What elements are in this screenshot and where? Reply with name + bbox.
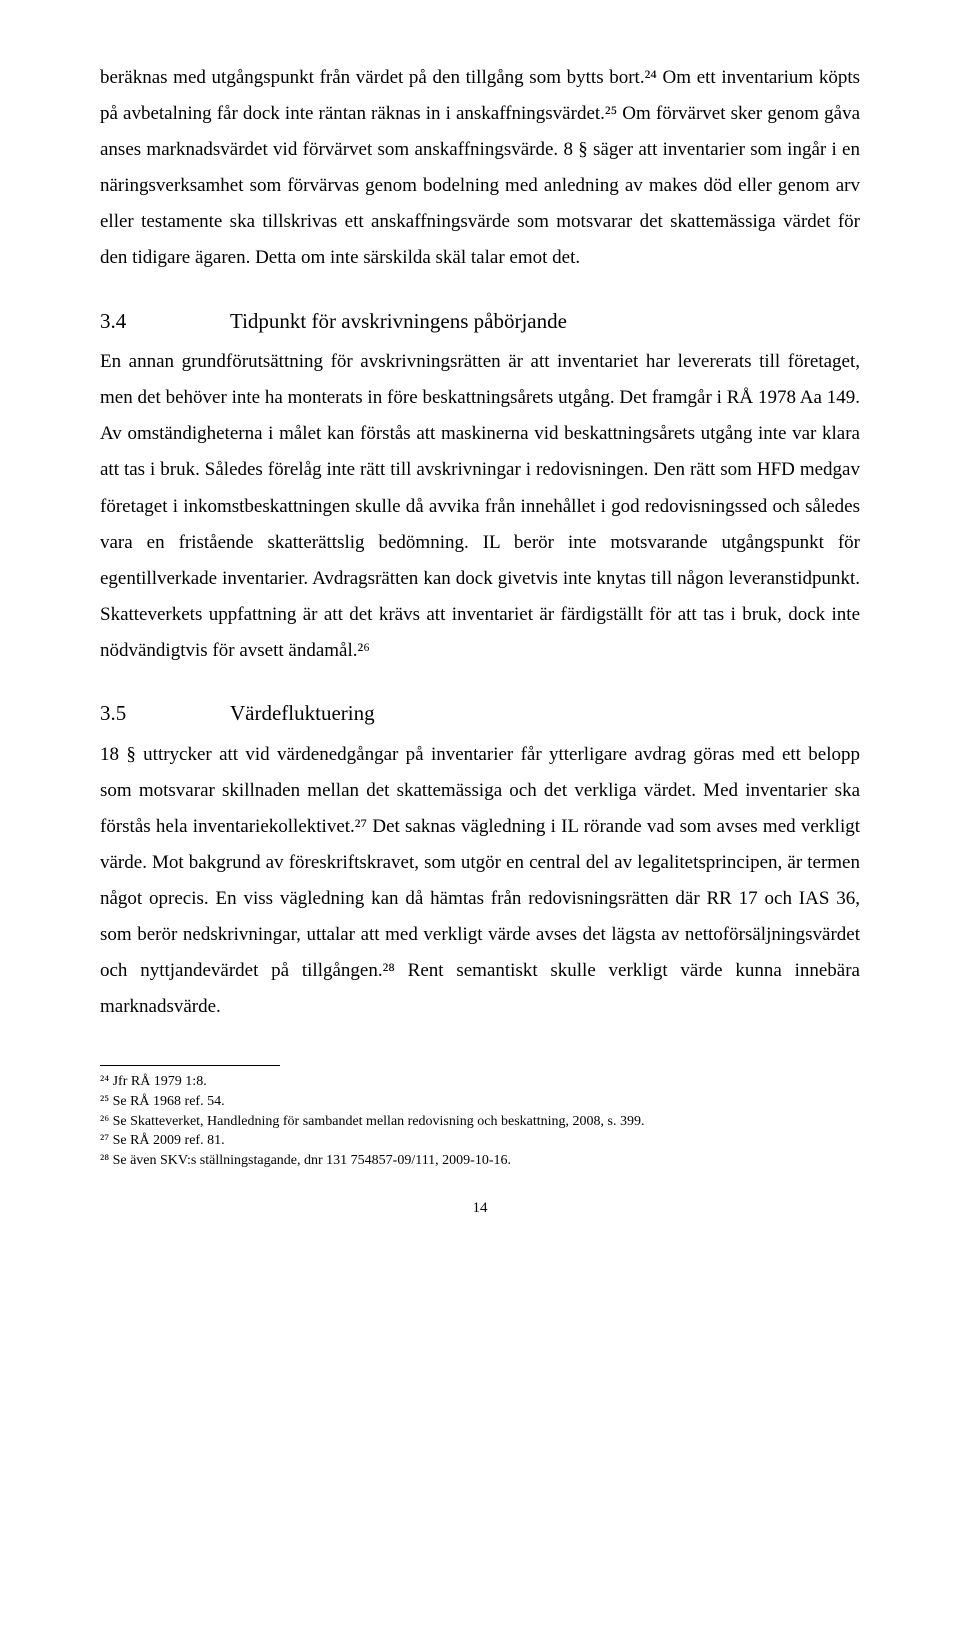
- page-number: 14: [100, 1200, 860, 1217]
- footnote-26: ²⁶ Se Skatteverket, Handledning för samb…: [100, 1112, 860, 1132]
- footnote-25: ²⁵ Se RÅ 1968 ref. 54.: [100, 1092, 860, 1112]
- paragraph-2: En annan grundförutsättning för avskrivn…: [100, 344, 860, 669]
- section-title: Tidpunkt för avskrivningens påbörjande: [230, 305, 860, 339]
- footnote-28: ²⁸ Se även SKV:s ställningstagande, dnr …: [100, 1151, 860, 1171]
- footnote-separator: [100, 1065, 280, 1066]
- paragraph-1: beräknas med utgångspunkt från värdet på…: [100, 60, 860, 277]
- footnote-24: ²⁴ Jfr RÅ 1979 1:8.: [100, 1072, 860, 1092]
- section-title: Värdefluktuering: [230, 697, 860, 731]
- footnote-27: ²⁷ Se RÅ 2009 ref. 81.: [100, 1131, 860, 1151]
- section-number: 3.4: [100, 305, 230, 339]
- section-number: 3.5: [100, 697, 230, 731]
- document-page: beräknas med utgångspunkt från värdet på…: [0, 0, 960, 1257]
- footnotes-block: ²⁴ Jfr RÅ 1979 1:8. ²⁵ Se RÅ 1968 ref. 5…: [100, 1072, 860, 1170]
- paragraph-3: 18 § uttrycker att vid värdenedgångar på…: [100, 737, 860, 1026]
- section-heading-3-5: 3.5 Värdefluktuering: [100, 697, 860, 731]
- section-heading-3-4: 3.4 Tidpunkt för avskrivningens påbörjan…: [100, 305, 860, 339]
